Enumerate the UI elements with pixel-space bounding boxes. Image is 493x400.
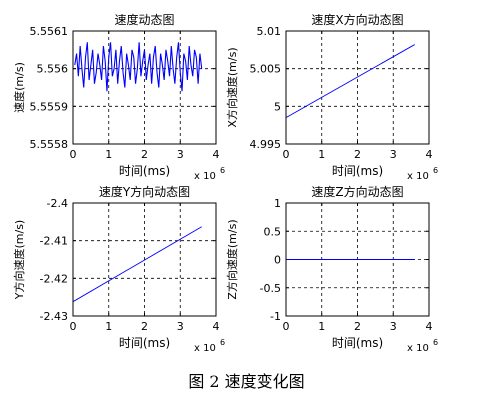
x-tick-label: 0: [283, 320, 290, 333]
x-exponent-power: 6: [433, 166, 438, 175]
x-exponent-power: 6: [220, 166, 225, 175]
subplot-title: 速度X方向动态图: [311, 12, 403, 27]
axes-frame: [72, 202, 217, 317]
x-tick-label: 0: [70, 320, 77, 333]
figure-caption: 图 2 速度变化图: [188, 372, 305, 391]
x-exponent-label: x 10: [194, 343, 216, 354]
x-tick-label: 1: [318, 320, 325, 333]
x-tick-label: 3: [177, 320, 184, 333]
x-tick-label: 3: [390, 148, 397, 161]
y-tick-label: 0.5: [264, 225, 282, 238]
x-exponent-power: 6: [433, 338, 438, 347]
y-tick-label: -1: [270, 310, 281, 323]
y-tick-label: -2.41: [40, 235, 68, 248]
y-tick-label: -2.43: [40, 310, 68, 323]
x-axis-label: 时间(ms): [332, 336, 383, 350]
x-exponent-label: x 10: [407, 343, 429, 354]
y-axis-label: X方向速度(m/s): [225, 47, 239, 127]
subplot-title: 速度Y方向动态图: [99, 184, 190, 199]
x-tick-label: 2: [141, 148, 148, 161]
x-tick-label: 0: [283, 148, 290, 161]
y-axis-label: Z方向速度(m/s): [225, 219, 239, 299]
x-axis-label: 时间(ms): [119, 164, 170, 178]
x-tick-label: 4: [213, 320, 220, 333]
y-tick-label: 5.5561: [30, 25, 69, 38]
x-tick-label: 3: [177, 148, 184, 161]
x-tick-label: 2: [354, 148, 361, 161]
y-tick-label: -0.5: [260, 282, 281, 295]
series-line-1: [285, 44, 415, 119]
x-exponent-power: 6: [220, 338, 225, 347]
y-tick-label: 1: [274, 197, 281, 210]
subplot-title: 速度动态图: [114, 12, 174, 27]
x-tick-label: 1: [105, 148, 112, 161]
subplot-title: 速度Z方向动态图: [311, 184, 403, 199]
series-line-1: [74, 42, 203, 92]
y-tick-label: 0: [274, 254, 281, 267]
x-tick-label: 2: [141, 320, 148, 333]
x-exponent-label: x 10: [194, 171, 216, 182]
x-tick-label: 3: [390, 320, 397, 333]
y-axis-label: Y方向速度(m/s): [12, 220, 26, 300]
series-line-1: [72, 226, 202, 303]
x-tick-label: 2: [354, 320, 361, 333]
y-tick-label: 5.556: [37, 63, 69, 76]
y-tick-label: 5.005: [250, 63, 282, 76]
y-axis-label: 速度(m/s): [12, 62, 26, 113]
x-tick-label: 4: [213, 148, 220, 161]
y-tick-label: 5.5559: [30, 100, 69, 113]
axes-frame: [285, 30, 430, 145]
y-tick-label: 5: [274, 100, 281, 113]
axes-frame: [72, 30, 217, 145]
axes-frame: [285, 202, 430, 317]
y-tick-label: -2.4: [47, 197, 68, 210]
y-tick-label: 5.01: [257, 25, 282, 38]
x-tick-label: 0: [70, 148, 77, 161]
y-tick-label: 5.5558: [30, 138, 69, 151]
x-tick-label: 4: [426, 148, 433, 161]
x-axis-label: 时间(ms): [119, 336, 170, 350]
x-tick-label: 4: [426, 320, 433, 333]
x-tick-label: 1: [318, 148, 325, 161]
x-tick-label: 1: [105, 320, 112, 333]
x-axis-label: 时间(ms): [332, 164, 383, 178]
y-tick-label: 4.995: [250, 138, 282, 151]
x-exponent-label: x 10: [407, 171, 429, 182]
y-tick-label: -2.42: [40, 272, 68, 285]
